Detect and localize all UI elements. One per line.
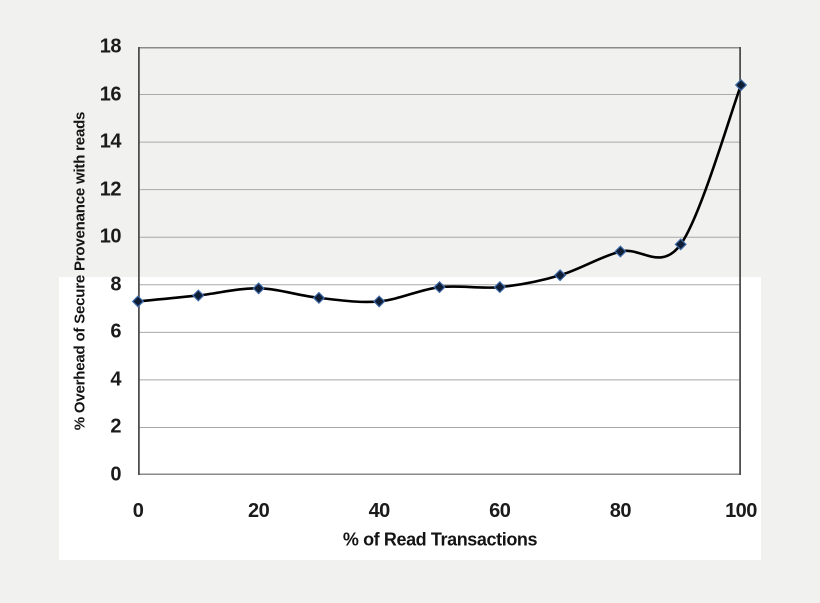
y-tick-label: 0: [110, 463, 121, 486]
x-tick-label: 40: [368, 500, 391, 522]
white-backdrop-panel: [59, 277, 761, 560]
data-point-marker: [553, 269, 567, 282]
data-point-marker: [614, 245, 627, 258]
data-point-marker: [433, 281, 446, 294]
x-axis-title: % of Read Transactions: [342, 529, 538, 550]
y-tick-label: 10: [99, 225, 122, 248]
y-tick-label: 2: [110, 416, 121, 439]
y-tick-label: 14: [99, 130, 122, 153]
x-tick-label: 80: [609, 500, 632, 522]
plot-area: [131, 47, 748, 475]
y-tick-label: 4: [110, 368, 121, 391]
data-point-marker: [131, 295, 145, 308]
series-line: [136, 83, 743, 304]
y-tick-label: 18: [99, 35, 122, 58]
data-point-marker: [674, 238, 687, 251]
y-tick-label: 16: [99, 83, 122, 106]
x-tick-label: 20: [247, 500, 270, 522]
data-point-marker: [493, 281, 506, 294]
y-tick-label: 12: [99, 178, 122, 201]
data-point-marker: [373, 295, 386, 308]
data-point-marker: [312, 291, 326, 305]
y-axis-title: % Overhead of Secure Provenance with rea…: [71, 111, 89, 431]
x-tick-label: 60: [489, 500, 511, 522]
data-point-marker: [252, 282, 265, 295]
x-tick-label: 100: [725, 500, 757, 522]
y-tick-label: 8: [110, 273, 121, 296]
line-chart-canvas: [131, 47, 748, 475]
x-tick-label: 0: [132, 500, 144, 522]
data-point-marker: [192, 289, 205, 302]
y-tick-label: 6: [110, 320, 121, 343]
data-point-marker: [734, 78, 748, 92]
